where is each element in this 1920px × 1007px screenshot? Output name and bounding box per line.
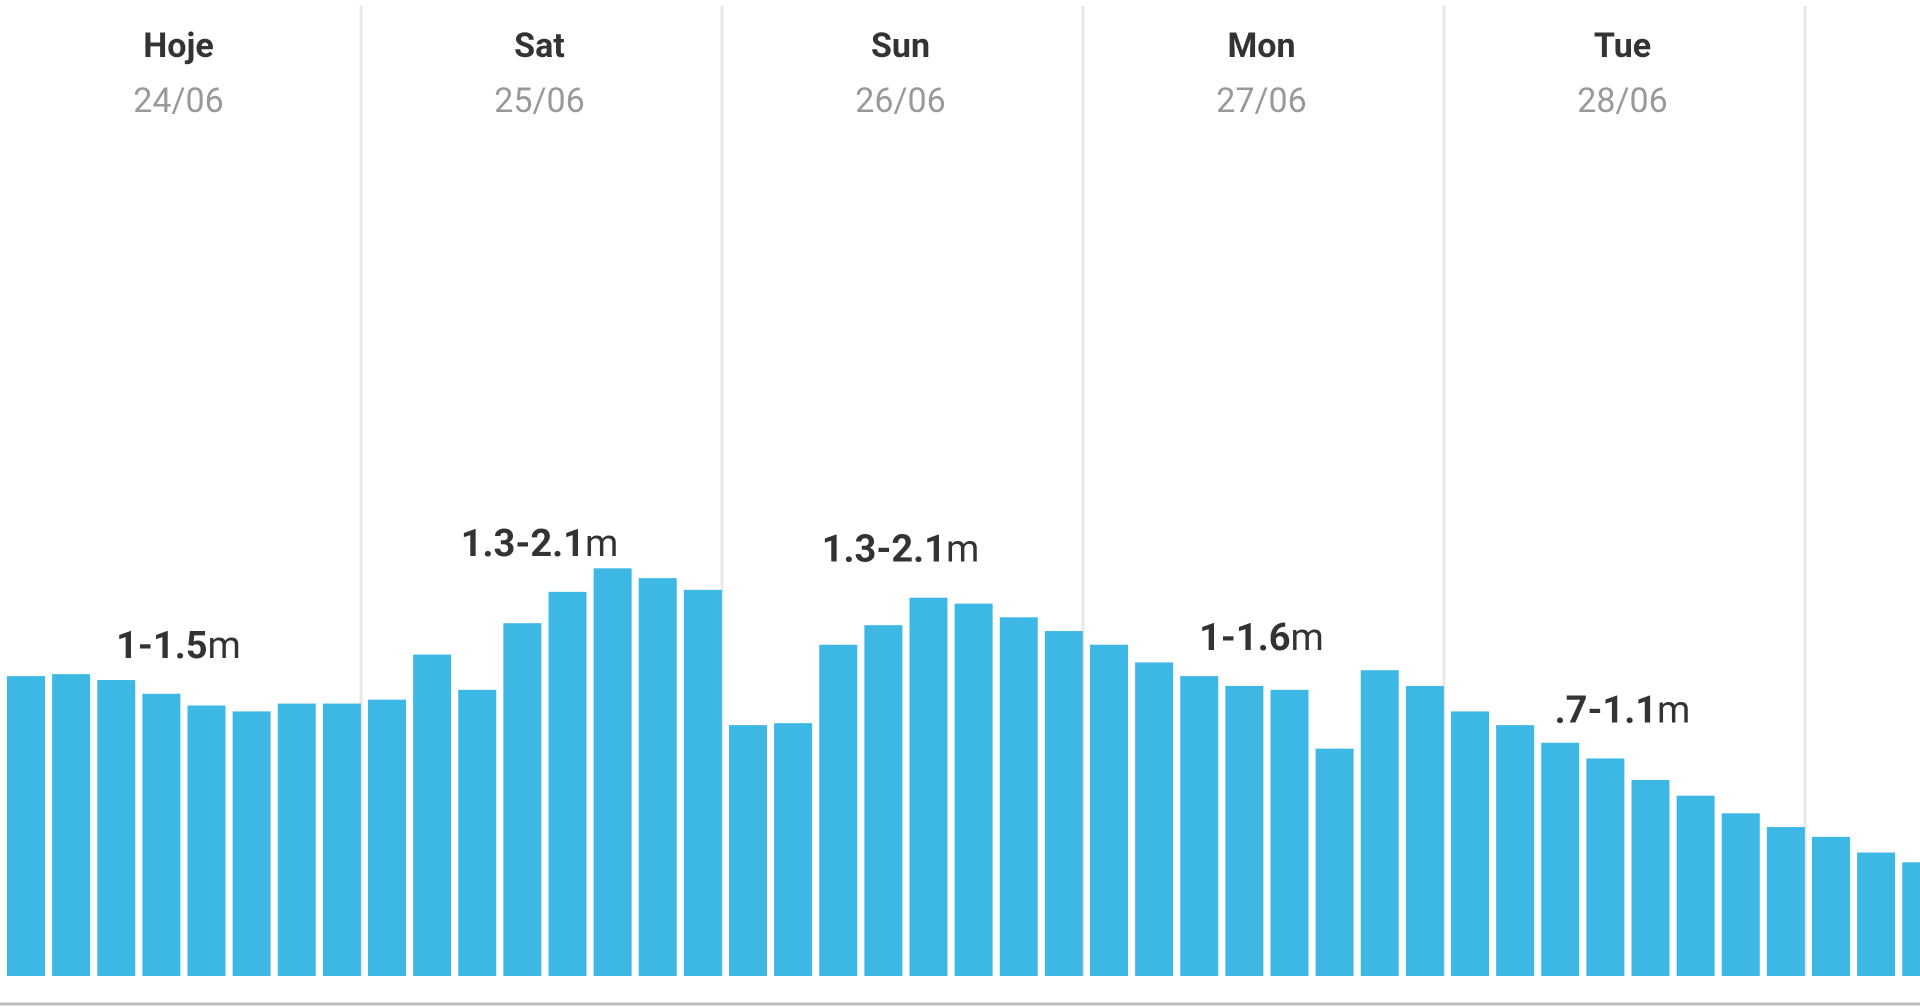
bar [277, 703, 316, 976]
bar [864, 625, 903, 976]
bar [909, 597, 948, 976]
bar [52, 674, 91, 976]
bar [638, 578, 677, 976]
range-unit: m [946, 528, 979, 572]
bar [548, 591, 587, 976]
bar [819, 644, 858, 976]
bar [683, 589, 722, 976]
bar [142, 693, 181, 976]
range-unit: m [208, 624, 241, 668]
bar [1135, 662, 1174, 976]
bar [368, 699, 406, 976]
range-value: 1-1.5 [116, 624, 207, 668]
day-name: Sat [514, 26, 565, 66]
bar [322, 703, 361, 976]
bar [1451, 711, 1489, 976]
bar [1541, 742, 1580, 976]
bar [1812, 836, 1850, 976]
day-date: 27/06 [1216, 81, 1306, 121]
bar [1090, 644, 1128, 976]
range-value: 1-1.6 [1199, 616, 1290, 660]
day-name: Tue [1594, 26, 1651, 66]
range-label: 1-1.6m [1199, 616, 1324, 660]
range-label: .7-1.1m [1555, 688, 1691, 732]
bar [999, 617, 1038, 976]
day-date: 28/06 [1577, 81, 1667, 121]
bar [593, 568, 632, 976]
bar [187, 705, 226, 976]
bar [413, 654, 452, 976]
bar [1902, 862, 1920, 976]
bar [729, 725, 767, 976]
day-date: 25/06 [494, 81, 584, 121]
day-name: Hoje [143, 26, 213, 66]
day-name: Mon [1227, 26, 1295, 66]
range-value: 1.3-2.1 [461, 522, 585, 566]
range-unit: m [585, 522, 618, 566]
day-date: 24/06 [133, 81, 223, 121]
range-label: 1-1.5m [116, 624, 241, 668]
bar [1315, 748, 1354, 976]
bar [1721, 813, 1760, 976]
range-value: 1.3-2.1 [822, 528, 946, 572]
bar [1044, 631, 1083, 976]
day-name: Sun [871, 26, 930, 66]
range-unit: m [1657, 688, 1690, 732]
bar [1586, 758, 1625, 976]
day-date: 26/06 [855, 81, 945, 121]
range-label: 1.3-2.1m [461, 522, 619, 566]
bar [1360, 670, 1399, 976]
bar [232, 711, 271, 976]
bar [1270, 689, 1309, 976]
bar [1857, 852, 1896, 976]
bar [954, 603, 993, 976]
bar [7, 676, 45, 976]
bar [1631, 780, 1670, 976]
bar [1766, 827, 1805, 976]
bar [1496, 725, 1535, 976]
range-label: 1.3-2.1m [822, 528, 980, 572]
bar [1225, 685, 1264, 976]
bar [1405, 685, 1444, 976]
bar [1676, 795, 1715, 976]
bar [774, 723, 813, 976]
range-value: .7-1.1 [1555, 688, 1657, 732]
bar [97, 680, 136, 976]
bar [1180, 676, 1219, 976]
bar [458, 689, 497, 976]
range-unit: m [1291, 616, 1324, 660]
bar [503, 623, 542, 976]
